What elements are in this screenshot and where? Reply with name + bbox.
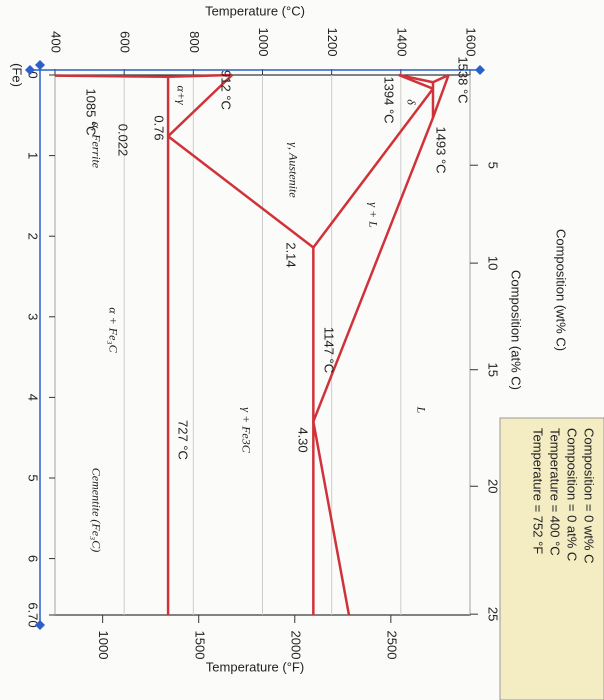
composition-wt-tick-label: 2 <box>26 233 41 240</box>
point-label: 1493 °C <box>434 126 449 173</box>
info-line: Temperature = 752 °F <box>531 428 546 554</box>
info-line: Temperature = 400 °C <box>548 428 563 556</box>
region-label: δ <box>404 99 418 105</box>
temperature-f-tick-label: 1000 <box>96 631 111 660</box>
temperature-c-tick-label: 1200 <box>325 28 340 57</box>
composition-wt-tick-label: 0 <box>26 71 41 78</box>
cursor-handle <box>475 65 485 75</box>
temperature-c-tick-label: 1400 <box>394 28 409 57</box>
phase-boundary <box>312 87 434 249</box>
phase-boundary <box>168 73 233 79</box>
composition-wt-tick-label: 5 <box>26 474 41 481</box>
composition-at-tick-label: 10 <box>486 256 501 270</box>
info-box <box>499 417 604 700</box>
point-label: 1538 °C <box>456 56 471 103</box>
point-label: 1147 °C <box>322 327 337 373</box>
region-label: γ + L <box>366 202 380 228</box>
point-label: 727 °C <box>176 420 191 460</box>
phase-boundary <box>167 74 233 138</box>
region-label: L <box>414 406 428 414</box>
temperature-c-axis-title: Temperature (°C) <box>205 3 305 18</box>
composition-at-tick-label: 5 <box>486 162 501 169</box>
composition-wt-tick-label: 4 <box>26 394 41 401</box>
point-label: 1394 °C <box>382 76 397 123</box>
phase-boundary <box>398 73 434 90</box>
temperature-c-tick-label: 1600 <box>464 28 479 57</box>
composition-wt-tick-label: 1 <box>26 152 41 159</box>
region-label: γ + Fe3C <box>239 407 253 453</box>
region-label: α+γ <box>174 85 188 104</box>
cursor-handle <box>25 65 35 75</box>
region-label: α + Fe₃C <box>106 307 120 353</box>
phase-boundary <box>312 74 450 616</box>
region-label: γ, Austenite <box>286 142 300 198</box>
fe-label: (Fe) <box>10 63 25 87</box>
region-label: Cementite (Fe₃C) <box>89 468 103 552</box>
point-label: 1085 °C <box>84 88 99 135</box>
point-label: 0.76 <box>152 115 167 140</box>
point-label: 2.14 <box>284 242 299 267</box>
temperature-c-tick-label: 1000 <box>256 28 271 57</box>
cursor-handle <box>35 60 45 70</box>
info-line: Composition = 0 at% C <box>565 428 580 561</box>
phase-boundary <box>432 73 450 84</box>
temperature-c-tick-label: 400 <box>49 31 64 53</box>
composition-at-tick-label: 15 <box>486 362 501 376</box>
composition-wt-tick-label: 6.70 <box>26 602 41 627</box>
composition-wt-axis-title: Composition (wt% C) <box>554 229 569 351</box>
temperature-f-tick-label: 2500 <box>384 631 399 660</box>
temperature-f-tick-label: 1500 <box>192 631 207 660</box>
temperature-f-tick-label: 2000 <box>288 631 303 660</box>
composition-wt-tick-label: 6 <box>26 555 41 562</box>
region-label: α, Ferrite <box>89 122 103 169</box>
temperature-c-tick-label: 600 <box>118 31 133 53</box>
point-label: 0.022 <box>116 124 131 157</box>
temperature-c-tick-label: 800 <box>187 31 202 53</box>
point-label: 912 °C <box>219 70 234 110</box>
cursor-handle <box>35 620 45 630</box>
composition-at-tick-label: 20 <box>486 479 501 493</box>
info-line: Composition = 0 wt% C <box>582 428 597 563</box>
composition-wt-tick-label: 3 <box>26 313 41 320</box>
phase-boundary <box>167 135 315 249</box>
composition-at-tick-label: 25 <box>486 607 501 621</box>
phase-boundary <box>54 74 169 79</box>
point-label: 4.30 <box>296 427 311 452</box>
composition-at-axis-title: Composition (at% C) <box>509 270 524 390</box>
temperature-f-axis-title: Temperature (°F) <box>206 659 304 674</box>
